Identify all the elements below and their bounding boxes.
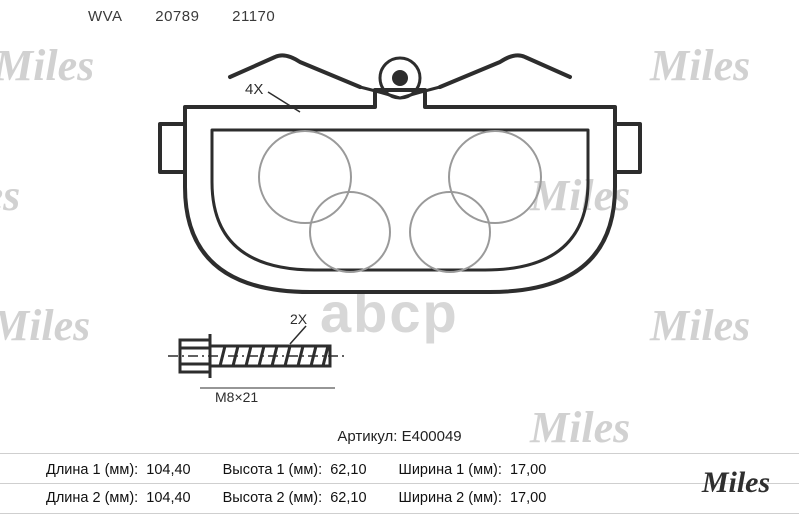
dim-cell: Длина 1 (мм): 104,40 [46,462,191,478]
watermark-miles: Miles [0,170,20,221]
wva-label: WVA [88,8,123,25]
dim-cell: Ширина 2 (мм): 17,00 [399,490,547,506]
footer: Длина 1 (мм): 104,40 Высота 1 (мм): 62,1… [0,453,799,516]
wva-row: WVA 20789 21170 [88,8,303,25]
canvas: Miles Miles Miles Miles Miles Miles Mile… [0,0,799,516]
dim-row-2: Длина 2 (мм): 104,40 Высота 2 (мм): 62,1… [46,485,546,511]
dim-cell: Ширина 1 (мм): 17,00 [399,462,547,478]
dim-row-1: Длина 1 (мм): 104,40 Высота 1 (мм): 62,1… [46,457,546,483]
brand-logo: Miles [681,455,791,511]
wva-code: 21170 [232,8,275,25]
bolt-size-label: M8×21 [215,389,258,405]
article-label: Артикул: [337,428,397,445]
dim-cell: Длина 2 (мм): 104,40 [46,490,191,506]
watermark-miles: Miles [0,300,90,351]
bolt-drawing [168,334,345,378]
watermark-miles: Miles [0,40,94,91]
bolt-qty-label: 2X [290,311,308,327]
article-value: E400049 [402,428,462,445]
dim-cell: Высота 1 (мм): 62,10 [223,462,367,478]
wva-code: 20789 [155,8,199,25]
article-row: Артикул: E400049 [0,428,799,445]
diagram-area: 4X [100,32,700,422]
pad-qty-label: 4X [245,81,263,98]
brake-pad [160,90,640,292]
brake-pad-diagram: 4X [100,32,700,422]
dim-cell: Высота 2 (мм): 62,10 [223,490,367,506]
brand-logo-text: Miles [702,466,770,500]
